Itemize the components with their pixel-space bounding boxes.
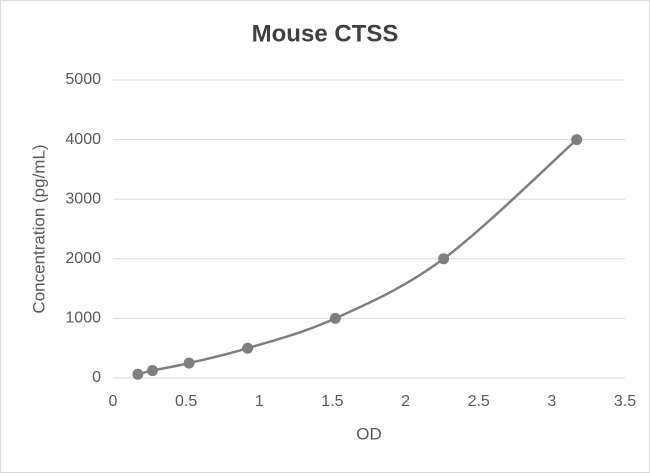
point [132, 368, 144, 380]
x-tick-label: 3.5 [614, 393, 636, 410]
point [146, 365, 158, 377]
y-tick-label: 2000 [65, 250, 101, 267]
point [183, 357, 195, 369]
y-axis-title: Concentration (pg/mL) [29, 144, 48, 313]
x-axis-title: OD [356, 424, 382, 443]
point [329, 312, 341, 324]
point [438, 253, 450, 265]
x-tick-label: 3 [547, 393, 556, 410]
chart-title: Mouse CTSS [252, 20, 399, 47]
y-tick-label: 0 [92, 369, 101, 386]
y-tick-label: 5000 [65, 71, 101, 88]
x-tick-label: 2.5 [468, 393, 490, 410]
point [571, 134, 583, 146]
x-tick-label: 0.5 [175, 393, 197, 410]
y-tick-label: 3000 [65, 190, 101, 207]
x-tick-label: 1 [255, 393, 264, 410]
point [242, 342, 254, 354]
y-tick-label: 1000 [65, 310, 101, 327]
x-tick-label: 2 [401, 393, 410, 410]
y-tick-label: 4000 [65, 131, 101, 148]
x-tick-label: 1.5 [321, 393, 343, 410]
x-tick-label: 0 [109, 393, 118, 410]
